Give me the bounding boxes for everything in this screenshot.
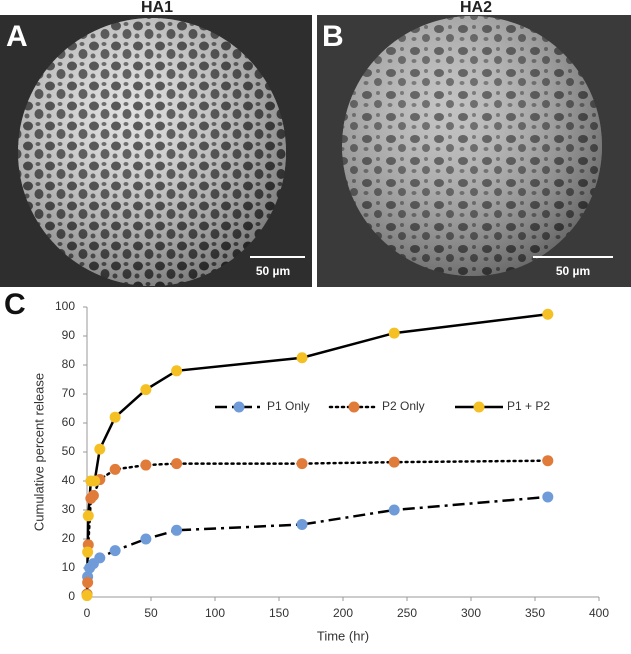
scale-bar-label: 50 µm — [256, 264, 290, 278]
series-line — [85, 495, 548, 595]
panel-label: B — [322, 20, 344, 53]
data-point — [82, 577, 94, 588]
legend-label: P1 Only — [267, 399, 310, 413]
y-tick-label: 90 — [62, 328, 76, 342]
data-point — [296, 458, 308, 470]
x-tick-label: 350 — [525, 606, 545, 620]
panel-title: HA1 — [141, 0, 173, 16]
y-tick-label: 80 — [62, 357, 76, 371]
y-tick-label: 10 — [62, 560, 76, 574]
x-tick-label: 250 — [397, 606, 417, 620]
data-point — [171, 524, 183, 536]
data-point — [171, 365, 183, 377]
data-point — [542, 455, 554, 467]
sphere-shading — [18, 18, 286, 286]
x-tick-label: 400 — [589, 606, 609, 620]
y-axis-title: Cumulative percent release — [31, 373, 46, 531]
x-tick-label: 300 — [461, 606, 481, 620]
data-point — [296, 352, 308, 364]
data-point — [388, 504, 400, 516]
y-tick-label: 30 — [62, 502, 76, 516]
legend-label: P1 + P2 — [507, 399, 550, 413]
legend-marker — [473, 401, 485, 413]
sphere-shading — [342, 16, 602, 276]
x-tick-label: 150 — [269, 606, 289, 620]
legend-marker — [233, 401, 245, 413]
series-line — [85, 459, 550, 596]
data-point — [140, 459, 152, 471]
x-tick-label: 100 — [205, 606, 225, 620]
data-point — [542, 308, 554, 320]
x-axis-title: Time (hr) — [317, 628, 369, 643]
data-point — [388, 456, 400, 468]
x-tick-label: 0 — [84, 606, 91, 620]
data-point — [140, 384, 152, 396]
y-tick-label: 20 — [62, 531, 76, 545]
data-point — [171, 458, 183, 470]
x-tick-label: 200 — [333, 606, 353, 620]
data-point — [94, 552, 106, 564]
scale-bar-label: 50 µm — [556, 264, 590, 278]
y-tick-label: 50 — [62, 444, 76, 458]
data-point — [296, 519, 308, 530]
y-tick-label: 100 — [55, 299, 75, 313]
data-point — [109, 463, 121, 475]
panel-title: HA2 — [460, 0, 492, 16]
series-line — [85, 313, 548, 596]
data-point — [87, 490, 99, 501]
data-point — [542, 491, 554, 503]
data-point — [140, 533, 152, 545]
data-point — [89, 475, 101, 487]
y-tick-label: 60 — [62, 415, 76, 429]
data-point — [81, 590, 93, 602]
panel-label: A — [6, 20, 28, 53]
legend-label: P2 Only — [382, 399, 425, 413]
y-tick-label: 70 — [62, 386, 76, 400]
panel-label: C — [4, 288, 26, 321]
legend-marker — [348, 401, 360, 413]
data-point — [109, 411, 121, 423]
data-point — [82, 546, 94, 558]
data-point — [388, 327, 400, 339]
data-point — [109, 545, 121, 557]
x-tick-label: 50 — [144, 606, 158, 620]
data-point — [94, 443, 106, 455]
y-tick-label: 0 — [68, 589, 75, 603]
data-point — [82, 510, 94, 522]
y-tick-label: 40 — [62, 473, 76, 487]
